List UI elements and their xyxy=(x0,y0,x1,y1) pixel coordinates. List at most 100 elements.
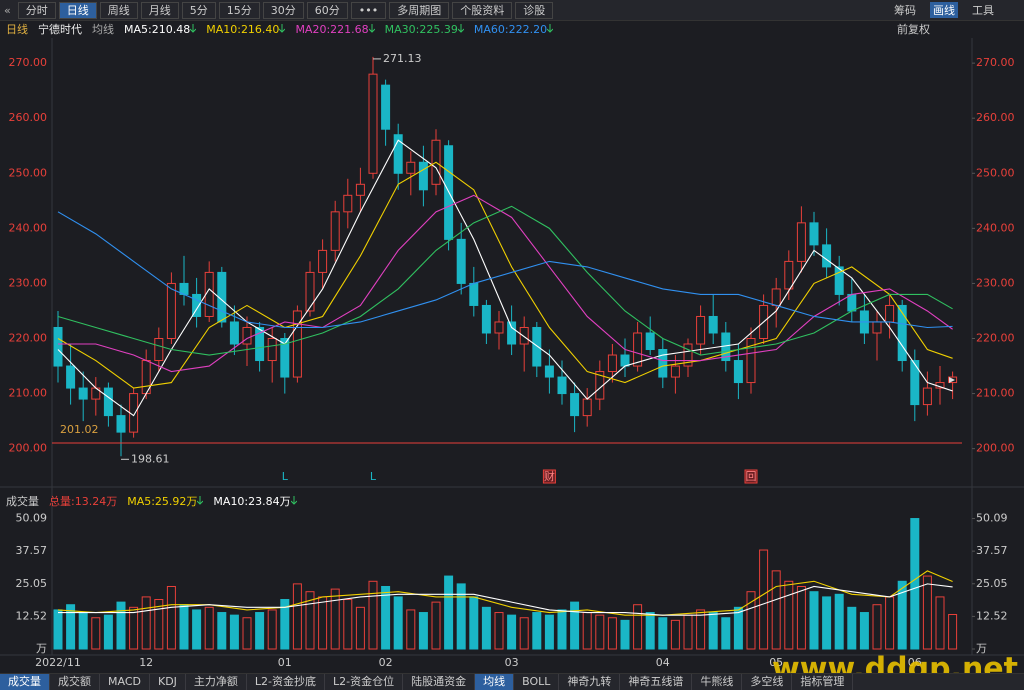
toolbar-button[interactable]: ••• xyxy=(350,1,387,19)
candle-body xyxy=(217,271,227,323)
indicator-tab[interactable]: 指标管理 xyxy=(792,674,854,690)
y-tick-label-right: 240.00 xyxy=(976,221,1015,234)
volume-bar xyxy=(721,617,731,650)
y-tick-label: 200.00 xyxy=(9,442,48,455)
y-tick-label-right: 260.00 xyxy=(976,111,1015,124)
y-tick-label: 230.00 xyxy=(9,276,48,289)
candle-body xyxy=(229,321,239,345)
bottom-tabs: 成交量 成交额 MACD KDJ 主力净额 L2-资金抄底 L2-资金仓位 陆股通资金 均线 BO… xyxy=(0,673,1024,690)
toolbar-button[interactable]: 周线 xyxy=(99,1,138,19)
volume-bar xyxy=(784,580,794,650)
candle-body xyxy=(418,161,428,191)
candle-body xyxy=(280,338,290,378)
y-tick-label: 50.09 xyxy=(16,512,48,525)
toolbar-button[interactable]: 工具 xyxy=(972,4,994,17)
candle-body xyxy=(318,249,328,273)
volume-bar xyxy=(822,596,832,650)
candle-body xyxy=(847,293,857,312)
volume-bar xyxy=(544,614,554,650)
indicator-tab[interactable]: 主力净额 xyxy=(186,674,247,690)
volume-bar xyxy=(255,612,265,650)
volume-bar xyxy=(343,599,353,650)
volume-bar xyxy=(759,549,769,650)
toolbar-button[interactable]: 15分 xyxy=(218,1,260,19)
indicator-tab[interactable]: 成交量 xyxy=(0,674,50,690)
indicator-tab[interactable]: MACD xyxy=(100,674,150,690)
volume-bar xyxy=(922,575,932,650)
ma-line xyxy=(58,194,953,373)
toolbar-button[interactable]: 5分 xyxy=(181,1,216,19)
y-tick-label: 25.05 xyxy=(16,577,48,590)
legend-entry: MA5:25.92万 xyxy=(127,493,204,509)
volume-bar xyxy=(582,612,592,650)
indicator-tab[interactable]: BOLL xyxy=(514,674,560,690)
adjust[interactable]: 前复权 xyxy=(897,23,930,36)
x-tick-label: 12 xyxy=(139,656,153,669)
candle-body xyxy=(103,387,113,417)
candle-body xyxy=(469,282,479,306)
candle-body xyxy=(733,360,743,384)
volume-bar xyxy=(872,604,882,650)
price-header: 日线 宁德时代 均线 MA5:210.48 MA10:216.40 MA20:221… xyxy=(0,20,1024,38)
indicator-tab[interactable]: 牛熊线 xyxy=(692,674,743,690)
indicator-tab[interactable]: KDJ xyxy=(150,674,186,690)
indicator-tab[interactable]: 均线 xyxy=(475,674,515,690)
legend-entry: MA5:210.48 xyxy=(124,23,197,36)
event-marker: L xyxy=(282,470,289,483)
candle-body xyxy=(507,321,517,345)
volume-bar xyxy=(708,612,718,650)
indicator-tab[interactable]: 成交额 xyxy=(50,674,100,690)
indicator-tab[interactable]: 多空线 xyxy=(742,674,793,690)
candle-body xyxy=(696,315,706,345)
candle-body xyxy=(910,360,920,406)
indicator-tab[interactable]: 神奇九转 xyxy=(559,674,621,690)
legend-entry: MA10:23.84万 xyxy=(213,493,297,509)
toolbar-button[interactable]: 多周期图 xyxy=(389,1,450,19)
candle-body xyxy=(242,326,252,345)
candle-body xyxy=(53,326,63,367)
candle-body xyxy=(166,282,176,340)
volume-bar xyxy=(381,585,391,650)
y-tick-label-right: 万 xyxy=(976,642,987,655)
volume-bar xyxy=(834,593,844,650)
event-box xyxy=(542,469,556,484)
candle-body xyxy=(519,326,529,345)
toolbar-button[interactable]: 分时 xyxy=(17,1,56,19)
candle-body xyxy=(305,271,315,312)
down-arrow xyxy=(290,496,297,505)
volume-bar xyxy=(280,599,290,650)
toolbar-button[interactable]: 诊股 xyxy=(515,1,554,19)
volume-legend: MA5:25.92万 MA10:23.84万 xyxy=(127,493,297,509)
ma-line xyxy=(57,205,953,356)
indicator-tab[interactable]: L2-资金仓位 xyxy=(325,674,404,690)
y-tick-label-right: 210.00 xyxy=(976,387,1015,400)
volume-bar xyxy=(444,575,454,650)
toolbar-button[interactable]: 日线 xyxy=(58,1,97,19)
indicator-tab[interactable]: 神奇五线谱 xyxy=(620,674,693,690)
candle-body xyxy=(66,365,76,389)
y-tick-label-right: 220.00 xyxy=(976,332,1015,345)
y-tick-label: 210.00 xyxy=(9,387,48,400)
price-pointer xyxy=(949,377,955,383)
indicator-tab[interactable]: L2-资金抄底 xyxy=(247,674,326,690)
candle-body xyxy=(292,310,302,378)
volume-bar xyxy=(242,617,252,650)
volume-bar xyxy=(809,591,819,650)
indicator-tab[interactable]: 陆股通资金 xyxy=(403,674,476,690)
candle-body xyxy=(897,304,907,362)
y-tick-label-right: 270.00 xyxy=(976,56,1015,69)
toolbar-button[interactable]: 60分 xyxy=(306,1,348,19)
toolbar-button[interactable]: 月线 xyxy=(140,1,179,19)
candle-body xyxy=(582,398,592,417)
candle-body xyxy=(343,194,353,213)
volume-bar xyxy=(670,619,680,650)
toolbar-button[interactable]: 画线 xyxy=(930,2,958,18)
back-icon[interactable]: « xyxy=(4,3,11,17)
volume-bar xyxy=(179,604,189,650)
toolbar-button[interactable]: 筹码 xyxy=(894,4,916,17)
volume-bar xyxy=(116,601,126,650)
toolbar-button[interactable]: 30分 xyxy=(262,1,304,19)
toolbar-button[interactable]: 个股资料 xyxy=(452,1,513,19)
toolbar: « 分时 日线 周线 月线 5分 15分 30分 60分 ••• 多周期图 个股资料 诊股 xyxy=(0,0,1024,21)
ma-legend: MA5:210.48 MA10:216.40 MA20:221.68 MA30:225… xyxy=(124,23,554,36)
